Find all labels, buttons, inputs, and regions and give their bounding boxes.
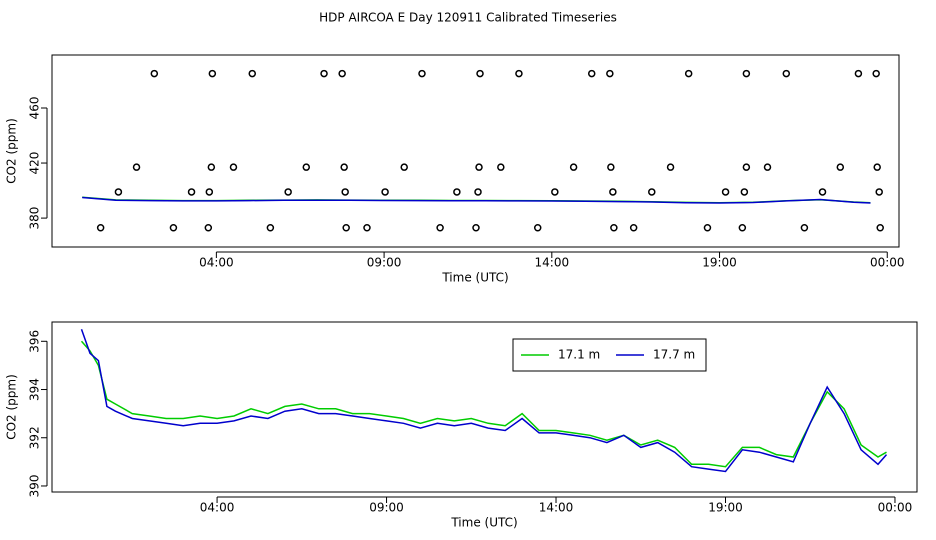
- calibration-point: [114, 188, 123, 196]
- x-tick-label: 00:00: [870, 256, 905, 270]
- series-line: [80, 328, 888, 473]
- calibration-point: [266, 223, 275, 232]
- calibration-point: [610, 223, 618, 232]
- calibration-point: [229, 163, 238, 171]
- calibration-point: [96, 223, 105, 232]
- calibration-point: [205, 188, 214, 196]
- calibration-point: [248, 69, 257, 78]
- calibration-point: [569, 163, 578, 171]
- calibration-point: [684, 69, 693, 78]
- calibration-point: [587, 69, 596, 78]
- calibration-point: [418, 69, 426, 78]
- y-tick-label: 380: [28, 207, 42, 230]
- y-tick-label: 460: [28, 97, 42, 120]
- calibration-point: [497, 163, 505, 171]
- calibration-point: [453, 188, 461, 196]
- calibration-point: [363, 223, 371, 232]
- calibration-point: [342, 223, 350, 232]
- calibration-point: [836, 163, 845, 171]
- calibration-point: [400, 163, 408, 171]
- calibration-point: [782, 69, 791, 78]
- calibration-point: [381, 188, 389, 196]
- legend-label: 17.7 m: [653, 348, 695, 362]
- legend-label: 17.1 m: [558, 348, 600, 362]
- x-tick-label: 04:00: [200, 501, 235, 515]
- x-tick-label: 09:00: [369, 501, 404, 515]
- calibration-point: [169, 223, 178, 232]
- calibration-point: [872, 69, 880, 78]
- y-axis-label: CO2 (ppm): [5, 118, 19, 184]
- x-tick-label: 19:00: [702, 256, 737, 270]
- calibration-point: [607, 163, 615, 171]
- series-line: [82, 196, 871, 204]
- calibration-point: [187, 188, 196, 196]
- y-tick-label: 394: [28, 378, 42, 401]
- x-tick-label: 14:00: [535, 256, 570, 270]
- calibration-point: [854, 69, 863, 78]
- x-tick-label: 19:00: [708, 501, 743, 515]
- calibration-point: [533, 223, 542, 232]
- y-tick-label: 420: [28, 152, 42, 175]
- x-tick-label: 04:00: [199, 256, 234, 270]
- calibration-point: [320, 69, 328, 78]
- calibration-point: [207, 163, 216, 171]
- calibration-point: [876, 223, 884, 232]
- calibration-point: [738, 223, 747, 232]
- x-axis-label: Time (UTC): [450, 516, 517, 530]
- calibration-point: [476, 69, 484, 78]
- calibration-point: [338, 69, 346, 78]
- calibration-point: [208, 69, 217, 78]
- calibration-point: [629, 223, 638, 232]
- calibration-point: [302, 163, 311, 171]
- calibration-point: [150, 69, 159, 78]
- calibration-point: [475, 163, 483, 171]
- calibration-point: [742, 163, 751, 171]
- x-tick-label: 09:00: [367, 256, 402, 270]
- calibration-point: [515, 69, 523, 78]
- calibration-point: [341, 188, 349, 196]
- calibration-point: [606, 69, 614, 78]
- series-line: [80, 340, 887, 468]
- page-title: HDP AIRCOA E Day 120911 Calibrated Times…: [319, 11, 617, 25]
- calibration-point: [818, 188, 827, 196]
- calibration-point: [721, 188, 730, 196]
- y-axis-label: CO2 (ppm): [5, 374, 19, 440]
- x-tick-label: 14:00: [539, 501, 574, 515]
- calibration-point: [666, 163, 675, 171]
- calibration-point: [875, 188, 883, 196]
- calibration-point: [551, 188, 559, 196]
- calibration-point: [873, 163, 881, 171]
- calibration-point: [703, 223, 712, 232]
- x-tick-label: 00:00: [878, 501, 913, 515]
- calibration-point: [340, 163, 348, 171]
- plot-frame: [51, 54, 900, 248]
- calibration-point: [472, 223, 480, 232]
- x-axis-label: Time (UTC): [441, 271, 508, 285]
- y-tick-label: 392: [28, 426, 42, 449]
- calibration-point: [800, 223, 809, 232]
- plot-frame: [51, 321, 918, 493]
- calibration-point: [132, 163, 141, 171]
- y-tick-label: 390: [28, 475, 42, 498]
- calibration-point: [740, 188, 749, 196]
- calibration-point: [742, 69, 751, 78]
- calibration-point: [763, 163, 772, 171]
- calibration-point: [284, 188, 292, 196]
- y-tick-label: 396: [28, 330, 42, 353]
- calibration-point: [609, 188, 617, 196]
- calibration-point: [204, 223, 213, 232]
- calibration-point: [436, 223, 444, 232]
- calibration-point: [648, 188, 656, 196]
- calibration-point: [474, 188, 482, 196]
